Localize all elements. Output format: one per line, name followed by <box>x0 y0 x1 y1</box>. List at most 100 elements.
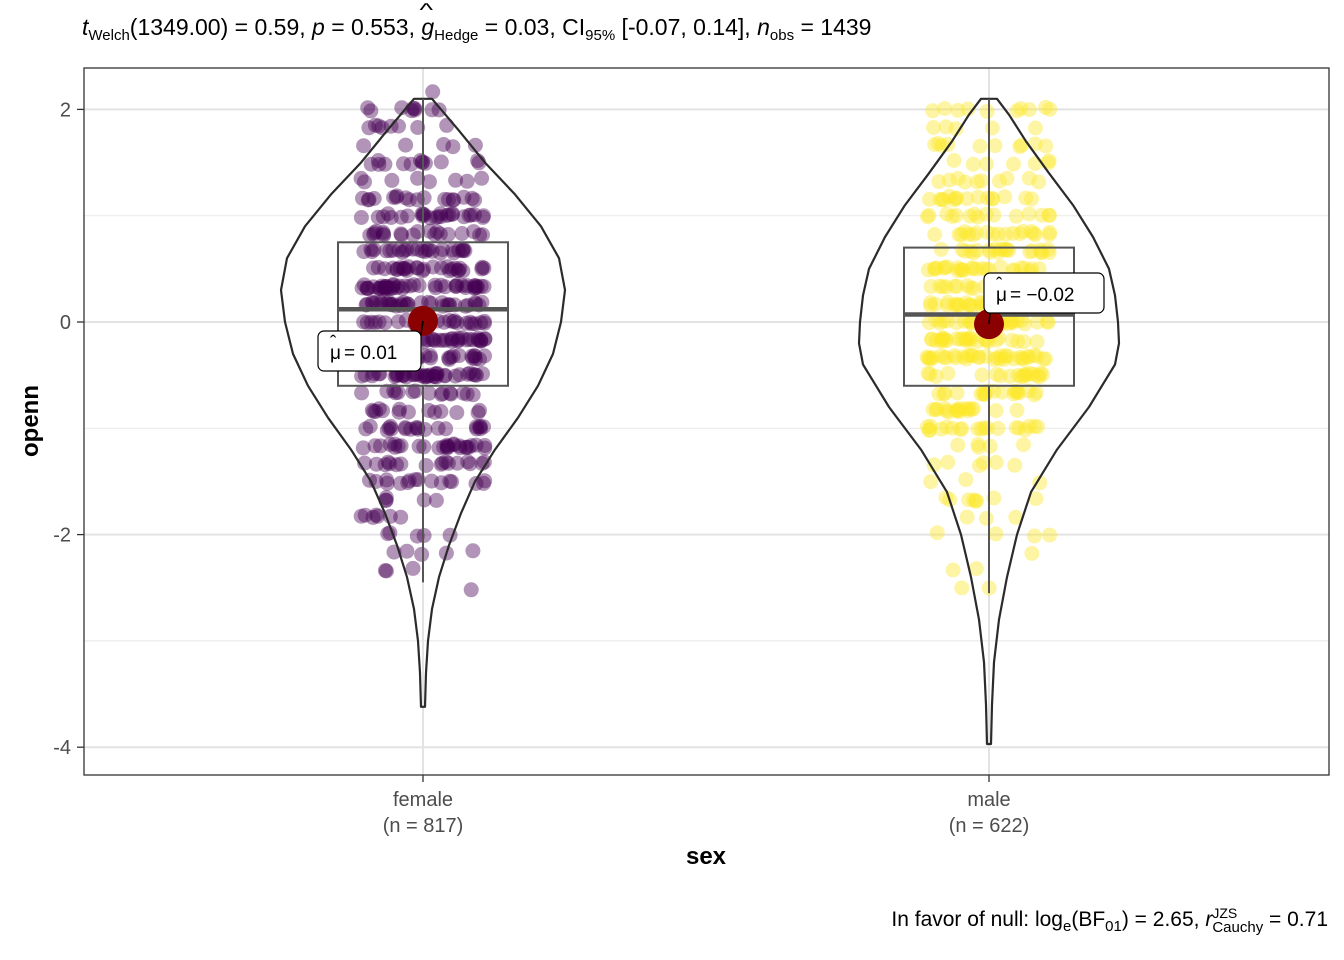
data-point <box>933 241 949 257</box>
data-point <box>945 562 961 578</box>
data-point <box>473 278 489 294</box>
data-point <box>400 475 416 491</box>
data-point <box>957 224 973 240</box>
data-point <box>389 457 404 473</box>
data-point <box>959 509 975 525</box>
data-point <box>378 490 394 505</box>
data-point <box>416 261 432 277</box>
data-point <box>1014 350 1030 366</box>
data-point <box>1029 314 1045 330</box>
data-point <box>466 348 482 364</box>
data-point <box>973 386 989 402</box>
data-point <box>953 226 969 242</box>
data-point <box>962 208 978 224</box>
data-point <box>423 350 439 366</box>
data-point <box>925 402 941 417</box>
data-point <box>411 278 427 293</box>
data-point <box>371 280 387 296</box>
data-point <box>956 262 971 278</box>
data-point <box>432 226 448 242</box>
data-point <box>939 419 954 435</box>
data-point <box>934 333 950 349</box>
data-point <box>968 225 984 241</box>
data-point <box>420 368 436 384</box>
data-point <box>445 242 461 258</box>
data-point <box>986 383 1002 399</box>
data-point <box>1042 101 1058 117</box>
data-point <box>950 403 966 418</box>
data-point <box>360 192 376 208</box>
data-point <box>362 227 378 243</box>
data-point <box>929 260 945 276</box>
data-point <box>962 243 978 259</box>
data-point <box>464 348 480 364</box>
data-point <box>999 170 1015 186</box>
data-point <box>470 405 486 421</box>
data-point <box>389 368 405 383</box>
data-point <box>922 350 938 366</box>
data-point <box>958 331 974 347</box>
data-point <box>449 277 465 293</box>
data-point <box>1022 365 1038 381</box>
data-point <box>979 156 995 172</box>
data-point <box>934 332 950 348</box>
data-point <box>1016 437 1031 453</box>
data-point <box>363 314 379 330</box>
data-point <box>1016 351 1032 367</box>
data-point <box>982 438 998 454</box>
data-point <box>954 262 970 278</box>
data-point <box>1034 245 1050 261</box>
data-point <box>448 278 464 294</box>
data-point <box>356 277 372 293</box>
data-point <box>364 244 380 260</box>
data-point <box>422 348 438 364</box>
data-point <box>377 280 393 296</box>
data-point <box>476 313 492 329</box>
bayes-factor-caption: In favor of null: loge(BF01) = 2.65, r JZ… <box>891 906 1328 935</box>
data-point <box>455 243 471 258</box>
data-point <box>959 191 975 207</box>
data-point <box>1002 315 1017 331</box>
data-point <box>1007 383 1023 399</box>
data-point <box>954 242 970 257</box>
data-point <box>421 385 437 401</box>
data-point <box>979 103 995 119</box>
data-point <box>383 281 399 297</box>
data-point <box>393 209 409 225</box>
data-point <box>437 279 453 295</box>
data-point <box>1012 349 1028 365</box>
data-point <box>416 492 432 508</box>
data-point <box>958 351 974 367</box>
data-point <box>436 439 452 455</box>
data-point <box>442 263 457 279</box>
data-point <box>961 492 977 508</box>
data-point <box>356 244 372 260</box>
data-point <box>1012 139 1028 155</box>
data-point <box>459 173 475 189</box>
data-point <box>365 509 381 525</box>
data-point <box>447 368 463 384</box>
data-point <box>925 103 941 119</box>
data-point <box>476 279 492 295</box>
data-point <box>427 226 443 242</box>
data-point <box>1041 207 1057 223</box>
data-point <box>392 401 407 417</box>
data-point <box>366 260 381 276</box>
data-point <box>359 280 375 296</box>
data-point <box>469 421 485 437</box>
data-point <box>415 263 430 279</box>
data-point <box>444 261 460 277</box>
data-point <box>365 279 381 295</box>
data-point <box>380 206 396 222</box>
mean-label-leader <box>988 312 991 325</box>
bf-value: ) = 2.65, <box>1121 908 1206 931</box>
data-point <box>1041 207 1057 223</box>
data-point <box>418 367 433 383</box>
data-point <box>999 242 1015 258</box>
data-point <box>461 207 477 223</box>
data-point <box>463 582 479 598</box>
data-point <box>417 422 433 437</box>
data-point <box>422 367 438 383</box>
data-point <box>473 315 489 331</box>
